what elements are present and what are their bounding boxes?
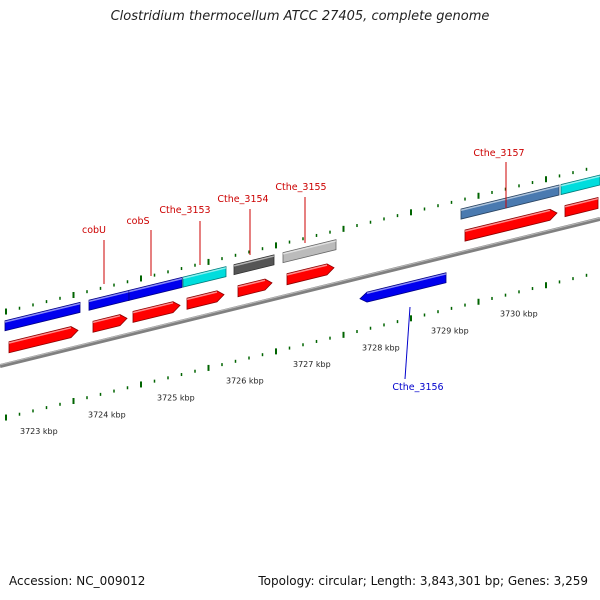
scale-label: 3728 kbp (362, 343, 400, 352)
gene-label-cthe-3154: Cthe_3154 (217, 194, 268, 205)
gene-label-cthe-3153: Cthe_3153 (159, 205, 210, 216)
leader-line-cthe-3156 (405, 307, 410, 379)
scale-label: 3723 kbp (20, 427, 58, 436)
genome-backbone-highlight (0, 218, 600, 365)
scale-label: 3724 kbp (88, 410, 126, 419)
genome-summary: Topology: circular; Length: 3,843,301 bp… (258, 574, 588, 588)
gene-label-cthe-3157: Cthe_3157 (473, 148, 524, 159)
gene-cthe-3155-cds (287, 264, 334, 285)
gene-cobu-cds (93, 315, 127, 333)
scale-label: 3726 kbp (226, 377, 264, 386)
scale-label: 3729 kbp (431, 326, 469, 335)
genome-backbone (0, 219, 600, 366)
gene-cthe-3154-cds (238, 279, 272, 297)
gene-label-cobs: cobS (126, 216, 149, 227)
gene-label-cobu: cobU (82, 225, 106, 236)
genome-map: 3723 kbp 3724 kbp 3725 kbp 3726 kbp 3727 kbp… (0, 0, 600, 600)
gene-cthe-3153-cds (187, 291, 224, 309)
gene-cobs-cds (133, 302, 180, 323)
scale-label: 3727 kbp (293, 360, 331, 369)
scale-label: 3725 kbp (157, 394, 195, 403)
accession-label: Accession: NC_009012 (9, 574, 145, 588)
gene-label-cthe-3155: Cthe_3155 (275, 182, 326, 193)
scale-label: 3730 kbp (500, 310, 538, 319)
gene-label-cthe-3156: Cthe_3156 (392, 382, 443, 393)
